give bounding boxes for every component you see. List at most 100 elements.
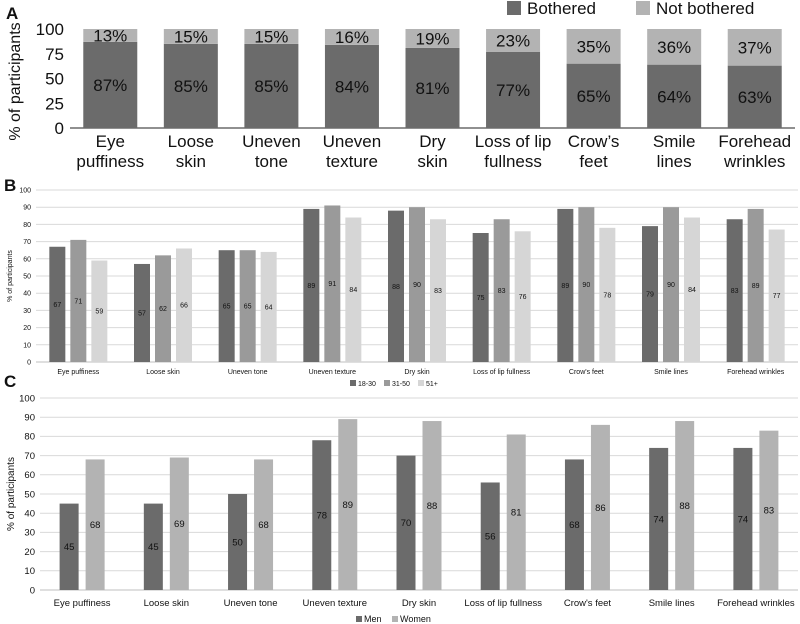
data-label-bothered: 87% [93,76,127,95]
bar-31-50 [578,207,595,362]
y-tick-label: 0 [30,585,35,596]
legend-swatch-31-50 [384,380,390,386]
x-tick-label: fullness [484,152,542,171]
legend-swatch-women [392,616,398,622]
bar-bothered [244,43,299,128]
x-tick-label: puffiness [76,152,144,171]
panel-label-b: B [4,176,16,195]
bar-women [759,430,779,590]
data-label-51: 59 [95,309,103,316]
x-tick-label: Loose [168,132,214,151]
data-label-31-50: 90 [667,282,675,289]
data-label-women: 81 [511,508,522,519]
bar-not-bothered [163,29,218,44]
legend-label-18-30: 18-30 [358,381,376,388]
bar-bothered [647,64,702,128]
bar-not-bothered [405,29,460,48]
data-label-not-bothered: 16% [335,28,369,47]
bar-men [312,440,332,590]
y-tick-label: 75 [45,45,64,64]
y-axis-label: % of participants [7,250,14,302]
y-tick-label: 50 [45,70,64,89]
y-tick-label: 50 [24,489,35,500]
data-label-51: 78 [603,292,611,299]
bar-51 [599,227,616,362]
data-label-not-bothered: 35% [577,37,611,56]
data-label-18-30: 88 [392,284,400,291]
bar-18-30 [557,208,574,362]
bar-not-bothered [83,29,138,42]
data-label-51: 64 [265,304,273,311]
bar-51 [345,217,362,362]
bar-51 [684,217,700,362]
data-label-51: 77 [773,293,781,300]
data-label-men: 70 [401,518,412,529]
data-label-not-bothered: 19% [415,29,449,48]
bar-bothered [83,41,138,129]
data-label-bothered: 64% [657,87,691,106]
y-tick-label: 100 [19,187,31,194]
bar-women [675,421,695,590]
bar-31-50 [747,208,764,362]
bar-31-50 [324,205,341,362]
data-label-bothered: 77% [496,81,530,100]
data-label-men: 50 [232,537,243,548]
x-tick-label: Forehead wrinkles [717,598,795,609]
x-tick-label: skin [176,152,206,171]
data-label-18-30: 89 [561,283,569,290]
x-tick-label: Crow's feet [569,369,604,376]
bar-men [480,482,500,590]
bar-women [590,424,610,590]
chart-panel-b: 0 10 20 30 40 50 60 70 80 90 100 % of participants 6… [7,187,798,388]
x-tick-label: Crow’s [568,132,620,151]
y-tick-label: 70 [24,451,35,462]
y-tick-label: 10 [23,342,31,349]
legend-swatch-men [356,616,362,622]
y-tick-label: 40 [24,509,35,520]
data-label-not-bothered: 36% [657,38,691,57]
bar-18-30 [726,219,743,362]
bar-31-50 [239,250,256,362]
bar-51 [176,248,192,362]
bar-men [59,503,79,590]
bar-women [85,459,105,590]
bar-men [396,455,416,590]
bar-men [733,447,753,590]
data-label-31-50: 71 [74,298,82,305]
data-label-bothered: 63% [738,88,772,107]
x-tick-label: Smile [653,132,696,151]
x-tick-label: Uneven [242,132,301,151]
bar-18-30 [642,226,658,362]
data-label-18-30: 67 [53,302,61,309]
bar-51 [768,229,785,362]
data-label-women: 69 [174,519,185,530]
x-tick-label: Smile lines [654,369,688,376]
data-label-bothered: 84% [335,77,369,96]
data-label-bothered: 85% [174,77,208,96]
legend-swatch-51 [418,380,424,386]
data-label-31-50: 91 [328,281,336,288]
data-label-bothered: 81% [415,79,449,98]
y-tick-label: 30 [24,528,35,539]
bar-bothered [163,43,218,128]
x-tick-label: Smile lines [649,598,695,609]
data-label-women: 88 [427,501,438,512]
data-label-31-50: 65 [244,304,252,311]
y-tick-label: 90 [24,413,35,424]
x-tick-label: Uneven tone [228,369,268,376]
data-label-women: 83 [764,506,775,517]
bar-18-30 [472,233,489,362]
x-tick-label: Dry skin [402,598,436,609]
chart-panel-c: 0 10 20 30 40 50 60 70 80 90 100 % of participants 4… [6,393,798,624]
bar-18-30 [134,263,150,362]
y-tick-label: 70 [23,239,31,246]
legend-label-51: 51+ [426,381,438,388]
data-label-18-30: 83 [731,288,739,295]
legend-swatch-18-30 [350,380,356,386]
data-label-31-50: 90 [413,282,421,289]
data-label-not-bothered: 23% [496,31,530,50]
y-axis-label: % of participants [7,22,24,140]
data-label-not-bothered: 13% [93,26,127,45]
bar-not-bothered [727,29,782,66]
x-tick-label: Uneven texture [303,598,367,609]
